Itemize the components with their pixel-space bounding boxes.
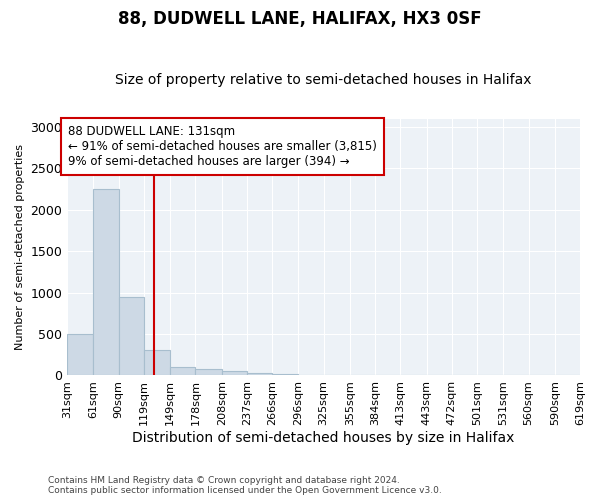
Text: Contains HM Land Registry data © Crown copyright and database right 2024.
Contai: Contains HM Land Registry data © Crown c… xyxy=(48,476,442,495)
Bar xyxy=(144,350,170,376)
Bar xyxy=(119,297,144,376)
Bar xyxy=(67,334,94,376)
Bar xyxy=(298,374,323,376)
X-axis label: Distribution of semi-detached houses by size in Halifax: Distribution of semi-detached houses by … xyxy=(133,431,515,445)
Text: 88 DUDWELL LANE: 131sqm
← 91% of semi-detached houses are smaller (3,815)
9% of : 88 DUDWELL LANE: 131sqm ← 91% of semi-de… xyxy=(68,125,377,168)
Bar xyxy=(196,369,221,376)
Text: 88, DUDWELL LANE, HALIFAX, HX3 0SF: 88, DUDWELL LANE, HALIFAX, HX3 0SF xyxy=(118,10,482,28)
Bar xyxy=(94,189,119,376)
Y-axis label: Number of semi-detached properties: Number of semi-detached properties xyxy=(15,144,25,350)
Bar xyxy=(221,372,247,376)
Bar xyxy=(272,374,298,376)
Bar xyxy=(247,373,272,376)
Title: Size of property relative to semi-detached houses in Halifax: Size of property relative to semi-detach… xyxy=(115,73,532,87)
Bar xyxy=(170,367,196,376)
